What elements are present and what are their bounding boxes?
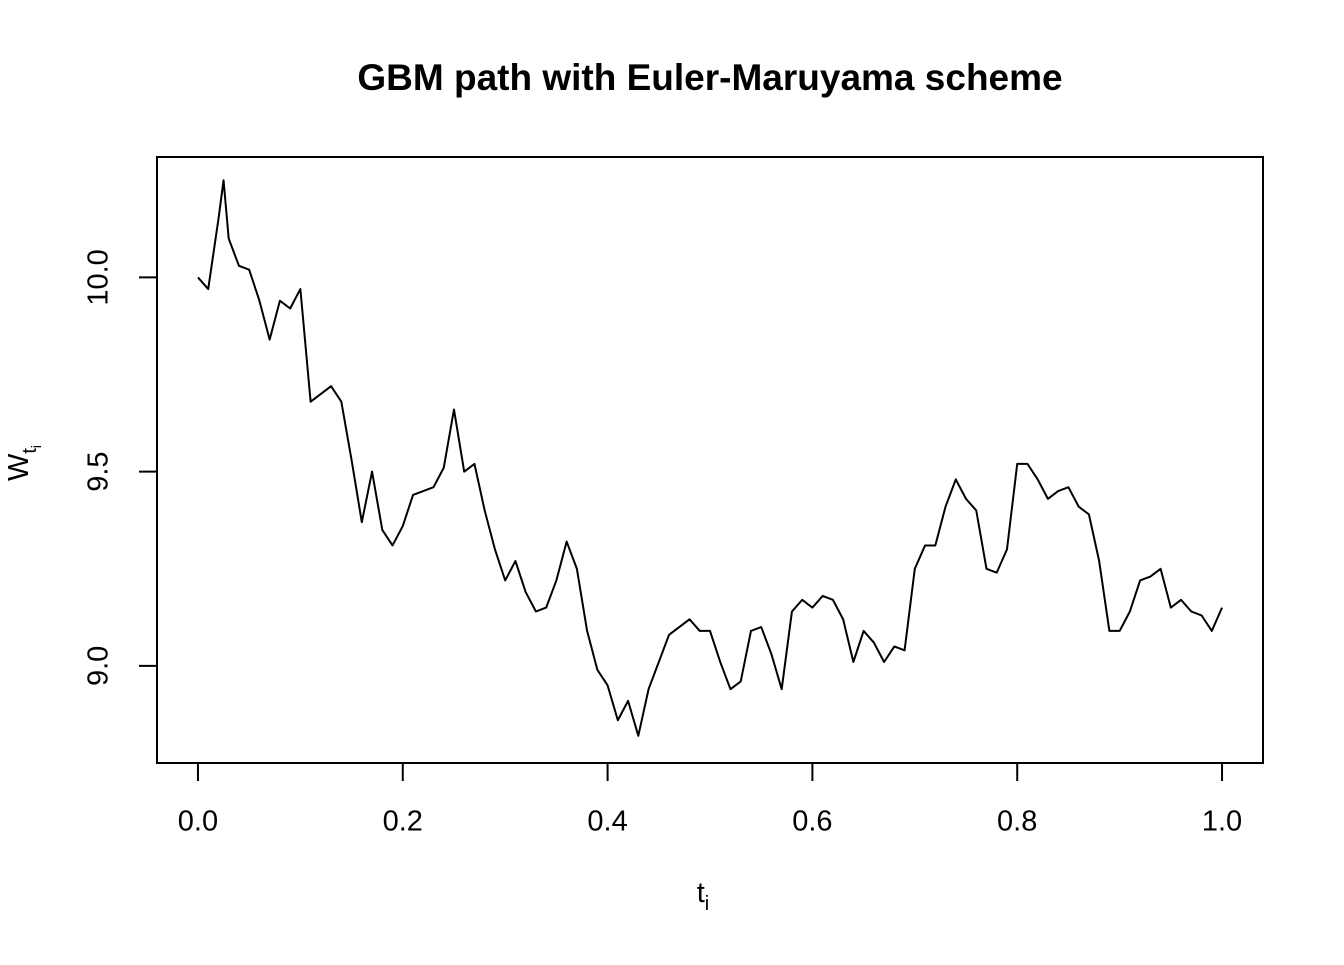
x-label-base: t [697,877,705,909]
x-tick-label: 1.0 [1202,806,1242,838]
y-label-base: W [3,453,35,481]
y-tick-label: 9.5 [83,451,115,491]
y-label-sub: t [19,448,41,454]
x-axis-label: ti [697,877,710,915]
y-tick-label: 10.0 [83,249,115,305]
y-tick-label: 9.0 [83,646,115,686]
x-tick-label: 0.8 [997,806,1037,838]
x-tick-label: 0.4 [587,806,627,838]
y-axis-label: Wti [3,445,44,481]
x-tick-label: 0.6 [792,806,832,838]
x-tick-label: 0.2 [383,806,423,838]
x-label-sub: i [705,893,709,915]
y-label-subsub: i [28,445,44,448]
chart-title: GBM path with Euler-Maruyama scheme [357,57,1062,98]
price-path [197,179,1223,737]
x-tick-label: 0.0 [178,806,218,838]
